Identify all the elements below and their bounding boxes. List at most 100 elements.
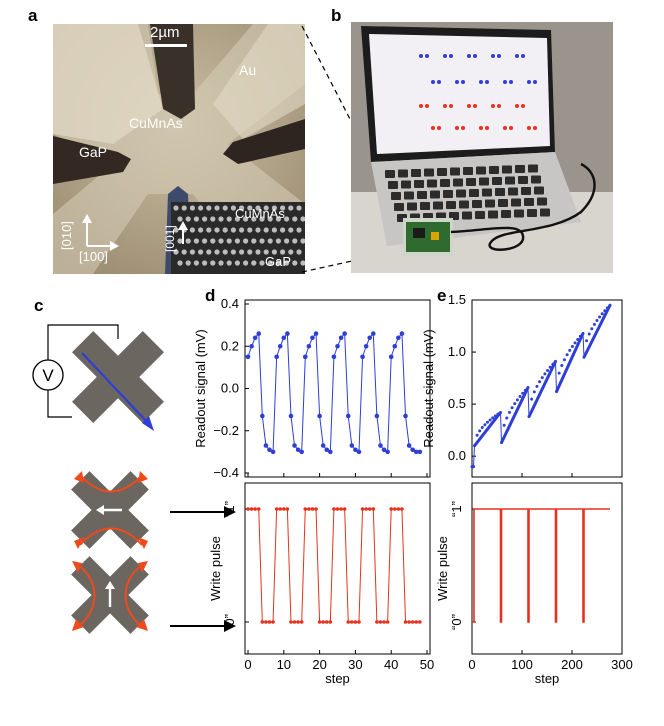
d-bottom-point xyxy=(314,507,318,511)
d-bottom-point xyxy=(289,620,293,624)
e-top-drop xyxy=(500,412,502,443)
d-bottom-point xyxy=(324,620,329,624)
d-top-point xyxy=(413,449,419,455)
screen-blue-point xyxy=(443,54,447,58)
d-bottom-point xyxy=(407,620,411,624)
inset-gap-label: GaP xyxy=(265,254,292,269)
lattice-atom xyxy=(177,260,183,266)
e-top-point xyxy=(565,353,569,357)
keyboard-key xyxy=(479,177,489,186)
d-bottom-point xyxy=(260,620,265,624)
e-top-point xyxy=(587,332,591,336)
d-bottom-point xyxy=(353,620,358,624)
keyboard-key xyxy=(476,166,486,175)
keyboard-key xyxy=(433,201,443,210)
keyboard-key xyxy=(401,180,411,189)
d-bottom-point xyxy=(350,620,354,624)
lattice-atom xyxy=(292,238,298,244)
screen-blue-point xyxy=(431,80,435,84)
lattice-atom xyxy=(275,260,281,266)
d-top-point xyxy=(406,443,412,448)
lattice-atom xyxy=(226,260,232,266)
e-top-ytick-label: 1.5 xyxy=(448,292,466,307)
lattice-atom xyxy=(226,238,232,244)
lattice-atom xyxy=(193,260,199,266)
e-top-point xyxy=(523,388,527,392)
keyboard-key xyxy=(430,190,440,199)
cumnas-label: CuMnAs xyxy=(129,115,183,131)
e-top-point xyxy=(560,364,564,368)
keyboard-key xyxy=(462,211,472,220)
lattice-atom xyxy=(230,249,236,255)
laptop-photo xyxy=(351,22,613,273)
d-top-ytick-label: −0.4 xyxy=(213,465,239,480)
e-top-drop xyxy=(582,333,585,358)
lattice-atom xyxy=(284,260,290,266)
lattice-atom xyxy=(251,238,257,244)
lattice-atom xyxy=(185,260,191,266)
lattice-atom xyxy=(300,238,305,244)
keyboard-key xyxy=(437,168,447,176)
lattice-atom xyxy=(239,205,245,211)
d-bottom-point xyxy=(296,620,300,624)
d-bottom-axes xyxy=(244,482,431,655)
d-bottom-point xyxy=(328,620,333,624)
inset-cumnas-label: CuMnAs xyxy=(235,206,285,221)
lattice-atom xyxy=(284,238,290,244)
screen-blue-point xyxy=(473,54,477,58)
lattice-atom xyxy=(193,216,199,222)
d-top-point xyxy=(285,331,290,336)
keyboard-key xyxy=(394,203,404,211)
screen-blue-point xyxy=(455,80,459,84)
d-top-point xyxy=(367,335,373,341)
d-top-point xyxy=(392,343,398,349)
e-bottom-series-line xyxy=(472,508,610,623)
lattice-atom xyxy=(288,227,294,233)
lattice-atom xyxy=(275,216,281,222)
d-bottom-point xyxy=(256,507,261,511)
lattice-atom xyxy=(185,216,191,222)
e-top-point xyxy=(590,327,594,331)
keyboard-key xyxy=(540,208,550,217)
d-top-point xyxy=(267,447,272,453)
d-top-point xyxy=(338,335,344,341)
d-bottom-point xyxy=(418,620,422,624)
lattice-atom xyxy=(288,249,294,255)
lattice-atom xyxy=(271,227,277,233)
lattice-atom xyxy=(214,205,220,211)
e-top-point xyxy=(496,412,500,416)
d-bottom-point xyxy=(367,507,372,511)
keyboard-key xyxy=(475,211,485,219)
scale-bar-label: 2µm xyxy=(150,24,180,41)
screen-blue-point xyxy=(449,54,453,58)
e-top-point xyxy=(592,322,596,326)
d-bottom-ylabel: Write pulse xyxy=(208,536,223,601)
d-bottom-point xyxy=(392,507,397,511)
au-label: Au xyxy=(239,62,257,78)
lattice-atom xyxy=(222,249,228,255)
screen-red-point xyxy=(503,126,507,130)
screen-red-point xyxy=(509,126,513,130)
keyboard-key xyxy=(414,180,424,188)
keyboard-key xyxy=(427,179,437,188)
d-top-ytick-label: −0.2 xyxy=(213,423,239,438)
e-top-point xyxy=(480,426,484,430)
lattice-atom xyxy=(251,260,257,266)
lattice-atom xyxy=(214,227,220,233)
keyboard-key xyxy=(472,200,482,208)
keyboard-key xyxy=(502,165,512,174)
d-top-point xyxy=(252,335,258,341)
screen-red-point xyxy=(479,126,483,130)
screen-red-point xyxy=(431,126,435,130)
screen-red-point xyxy=(443,104,447,108)
arrow-to-state-1-icon xyxy=(224,506,236,518)
panel-label-e: e xyxy=(437,286,447,305)
d-bottom-xtick-label: 20 xyxy=(312,657,326,672)
lattice-atom xyxy=(214,249,220,255)
d-bottom-point xyxy=(321,620,325,624)
e-bottom-ytick-label: “0” xyxy=(449,614,464,630)
d-top-point xyxy=(299,449,305,455)
e-top-point xyxy=(507,410,511,414)
screen-blue-point xyxy=(461,80,465,84)
screen-blue-point xyxy=(479,80,483,84)
